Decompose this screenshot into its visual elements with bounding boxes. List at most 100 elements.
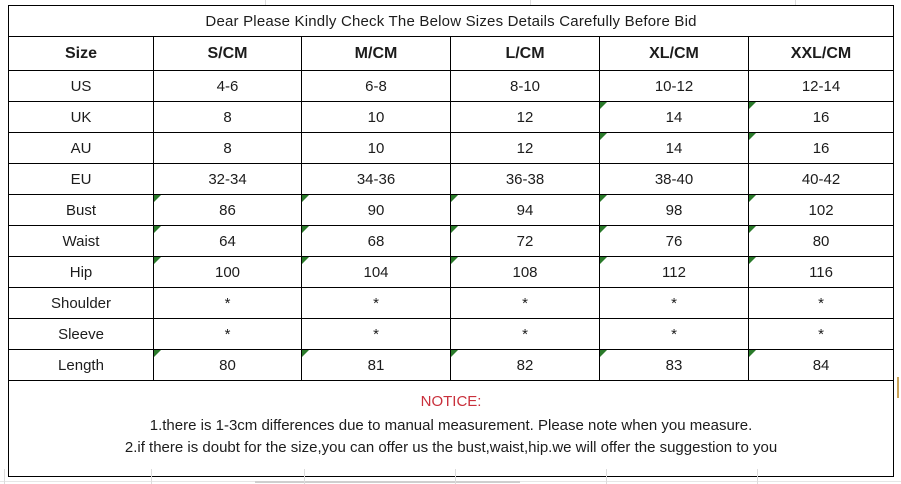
size-chart-table: Dear Please Kindly Check The Below Sizes… [7, 5, 895, 477]
size-cell: 8-10 [450, 70, 600, 102]
size-cell-value: 12 [516, 139, 534, 157]
size-cell: 14 [599, 101, 749, 133]
gridline-tick [757, 469, 758, 484]
size-cell-value: 81 [367, 356, 385, 374]
size-cell-value: 68 [367, 232, 385, 250]
size-cell-value: 104 [363, 263, 389, 281]
corner-triangle-icon [749, 226, 756, 233]
column-header-size: Size [8, 36, 154, 71]
size-cell: 10 [301, 101, 451, 133]
size-cell-value: 8 [223, 108, 232, 126]
corner-triangle-icon [600, 195, 607, 202]
size-cell-value: 116 [809, 263, 833, 281]
table-row: US 4-6 6-8 8-10 10-12 12-14 [8, 70, 895, 102]
size-cell: 4-6 [153, 70, 302, 102]
size-cell-value: * [522, 325, 528, 343]
title-row: Dear Please Kindly Check The Below Sizes… [7, 5, 895, 37]
gridline-tick [265, 0, 266, 5]
size-cell-value: 76 [665, 232, 683, 250]
size-cell-value: 6-8 [365, 77, 387, 95]
column-header: S/CM [153, 36, 302, 71]
size-cell-value: * [522, 294, 528, 312]
size-cell-value: * [671, 294, 677, 312]
size-cell: 10 [301, 132, 451, 164]
size-cell: 6-8 [301, 70, 451, 102]
size-cell-value: 12-14 [801, 77, 841, 95]
corner-triangle-icon [600, 133, 607, 140]
size-cell-value: 84 [812, 356, 830, 374]
size-cell: 14 [599, 132, 749, 164]
size-cell-value: 100 [214, 263, 241, 281]
size-cell-value: 82 [516, 356, 534, 374]
size-cell-value: * [373, 325, 379, 343]
corner-triangle-icon [749, 257, 756, 264]
size-cell: 81 [301, 349, 451, 381]
size-cell-value: 34-36 [356, 170, 396, 188]
size-cell-value: 16 [812, 108, 830, 126]
tan-edge-artifact [897, 377, 899, 398]
row-label: Hip [8, 256, 154, 288]
size-cell-value: * [671, 325, 677, 343]
corner-triangle-icon [154, 257, 161, 264]
size-cell-value: 8-10 [509, 77, 541, 95]
notice-line-1: 1.there is 1-3cm differences due to manu… [149, 417, 753, 434]
size-cell-value: 94 [516, 201, 534, 219]
size-cell: * [301, 287, 451, 319]
size-cell-value: 112 [662, 263, 686, 281]
size-cell: * [301, 318, 451, 350]
corner-triangle-icon [749, 195, 756, 202]
size-cell: 16 [747, 101, 895, 133]
size-cell: * [153, 287, 302, 319]
table-row: Shoulder * * * * * [8, 287, 895, 319]
size-cell: 98 [599, 194, 749, 226]
header-row: Size S/CM M/CM L/CM XL/CM XXL/CM [8, 36, 895, 71]
corner-triangle-icon [749, 102, 756, 109]
size-cell: 12 [450, 132, 600, 164]
size-cell: 104 [301, 256, 451, 288]
size-cell: 40-42 [747, 163, 895, 195]
row-label: EU [8, 163, 154, 195]
size-cell-value: * [818, 325, 824, 343]
size-cell-value: 38-40 [654, 170, 694, 188]
size-cell-value: 10 [367, 139, 385, 157]
row-label: UK [8, 101, 154, 133]
size-cell: 34-36 [301, 163, 451, 195]
corner-triangle-icon [302, 226, 309, 233]
size-cell-value: 64 [219, 232, 236, 250]
size-cell-value: * [373, 294, 379, 312]
size-cell: 94 [450, 194, 600, 226]
size-cell-value: * [224, 294, 231, 312]
table-row: EU 32-34 34-36 36-38 38-40 40-42 [8, 163, 895, 195]
size-cell-value: 86 [219, 201, 236, 219]
size-cell: 112 [599, 256, 749, 288]
size-cell-value: 36-38 [505, 170, 545, 188]
size-cell: 64 [153, 225, 302, 257]
row-label: Bust [8, 194, 154, 226]
table-row: Waist 64 68 72 76 80 [8, 225, 895, 257]
row-label: Length [8, 349, 154, 381]
size-cell: * [599, 318, 749, 350]
corner-triangle-icon [154, 195, 161, 202]
corner-triangle-icon [302, 350, 309, 357]
gridline-tick [530, 0, 531, 5]
size-cell: * [747, 287, 895, 319]
column-header: XXL/CM [747, 36, 895, 71]
row-label: Sleeve [8, 318, 154, 350]
table-row: AU 8 10 12 14 16 [8, 132, 895, 164]
size-cell-value: 102 [808, 201, 834, 219]
column-header: M/CM [301, 36, 451, 71]
gridline-tick [455, 469, 456, 484]
gridline-tick [4, 469, 5, 484]
size-cell: 100 [153, 256, 302, 288]
size-cell: 12 [450, 101, 600, 133]
size-cell: * [450, 318, 600, 350]
corner-triangle-icon [302, 195, 309, 202]
size-cell: * [599, 287, 749, 319]
size-cell: 82 [450, 349, 600, 381]
notice-line-2: 2.if there is doubt for the size,you can… [124, 439, 778, 456]
size-cell: 76 [599, 225, 749, 257]
corner-triangle-icon [451, 195, 458, 202]
size-cell: 83 [599, 349, 749, 381]
size-cell-value: 8 [223, 139, 232, 157]
